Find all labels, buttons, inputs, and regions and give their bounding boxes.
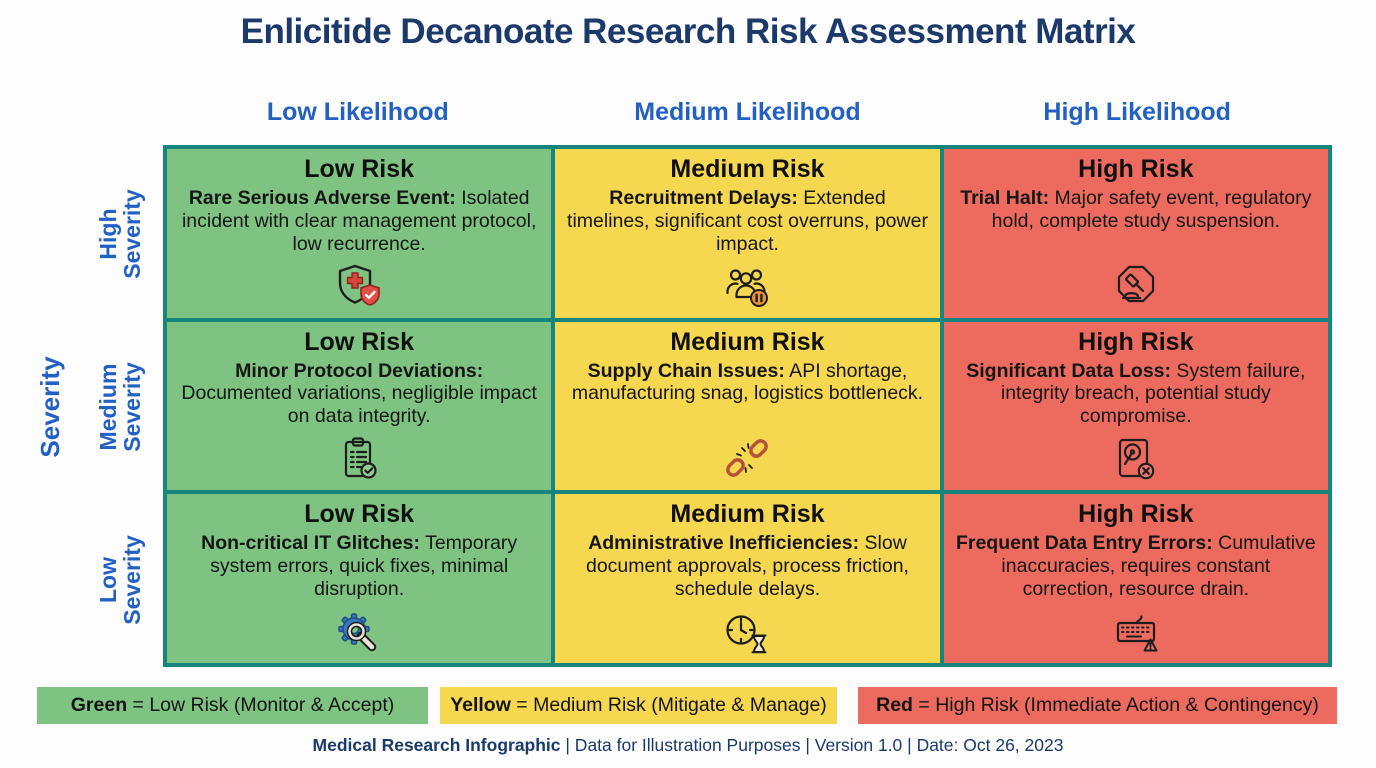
risk-description: Trial Halt: Major safety event, regulato… — [960, 187, 1312, 232]
risk-description: Recruitment Delays: Extended timelines, … — [567, 187, 928, 255]
row-label-medium-severity: Medium Severity — [94, 362, 145, 452]
header-low-likelihood: Low Likelihood — [266, 98, 449, 126]
risk-description: Minor Protocol Deviations: Documented va… — [181, 359, 537, 428]
cell-low-severity-low-likelihood: Low Risk Non-critical IT Glitches: Tempo… — [167, 494, 552, 663]
cell-high-severity-high-likelihood: High Risk Trial Halt: Major safety event… — [943, 149, 1328, 318]
likelihood-header-row: Low Likelihood Medium Likelihood High Li… — [163, 98, 1332, 127]
clipboard-check-icon — [335, 435, 383, 481]
risk-description: Frequent Data Entry Errors: Cumulative i… — [955, 532, 1316, 600]
risk-matrix-grid: Low Risk Rare Serious Adverse Event: Iso… — [163, 145, 1332, 667]
header-high-likelihood: High Likelihood — [1043, 98, 1231, 126]
clock-hourglass-icon — [723, 608, 771, 654]
row-label-high-severity: High Severity — [94, 189, 145, 279]
broken-chain-icon — [723, 435, 771, 481]
row-label-low-severity: Low Severity — [94, 535, 145, 625]
cell-low-severity-high-likelihood: High Risk Frequent Data Entry Errors: Cu… — [943, 494, 1328, 663]
page-title: Enlicitide Decanoate Research Risk Asses… — [240, 12, 1136, 51]
risk-level-title: Medium Risk — [670, 500, 825, 529]
risk-level-title: High Risk — [1078, 327, 1194, 356]
risk-description: Administrative Inefficiencies: Slow docu… — [585, 532, 909, 600]
risk-level-title: High Risk — [1078, 155, 1194, 183]
risk-level-title: Low Risk — [304, 155, 415, 183]
risk-level-title: Low Risk — [304, 500, 415, 529]
keyboard-warning-icon — [1112, 608, 1160, 654]
risk-level-title: Low Risk — [304, 327, 415, 356]
footer-caption: Medical Research Infographic | Data for … — [312, 735, 1064, 755]
legend-medium-risk: Yellow = Medium Risk (Mitigate & Manage) — [440, 687, 837, 724]
people-pause-icon — [723, 263, 771, 309]
cell-medium-severity-medium-likelihood: Medium Risk Supply Chain Issues: API sho… — [555, 321, 940, 491]
gear-wrench-icon — [335, 608, 383, 654]
header-medium-likelihood: Medium Likelihood — [634, 98, 861, 126]
shield-medical-check-icon — [335, 263, 383, 309]
cell-medium-severity-low-likelihood: Low Risk Minor Protocol Deviations: Docu… — [167, 321, 552, 491]
cell-medium-severity-high-likelihood: High Risk Significant Data Loss: System … — [943, 321, 1328, 491]
cell-high-severity-medium-likelihood: Medium Risk Recruitment Delays: Extended… — [555, 149, 940, 318]
severity-axis-label: Severity — [34, 356, 65, 458]
risk-description: Rare Serious Adverse Event: Isolated inc… — [181, 187, 537, 255]
gavel-stop-icon — [1112, 263, 1160, 309]
risk-level-title: Medium Risk — [670, 327, 825, 356]
legend-low-risk: Green = Low Risk (Monitor & Accept) — [37, 687, 428, 724]
risk-level-title: High Risk — [1078, 500, 1194, 529]
cell-low-severity-medium-likelihood: Medium Risk Administrative Inefficiencie… — [555, 494, 940, 663]
disk-error-icon — [1112, 435, 1160, 481]
risk-description: Significant Data Loss: System failure, i… — [966, 359, 1306, 428]
cell-high-severity-low-likelihood: Low Risk Rare Serious Adverse Event: Iso… — [167, 149, 552, 318]
risk-description: Non-critical IT Glitches: Temporary syst… — [201, 532, 518, 600]
risk-description: Supply Chain Issues: API shortage, manuf… — [571, 359, 924, 405]
risk-level-title: Medium Risk — [670, 155, 825, 183]
legend-high-risk: Red = High Risk (Immediate Action & Cont… — [858, 687, 1337, 724]
